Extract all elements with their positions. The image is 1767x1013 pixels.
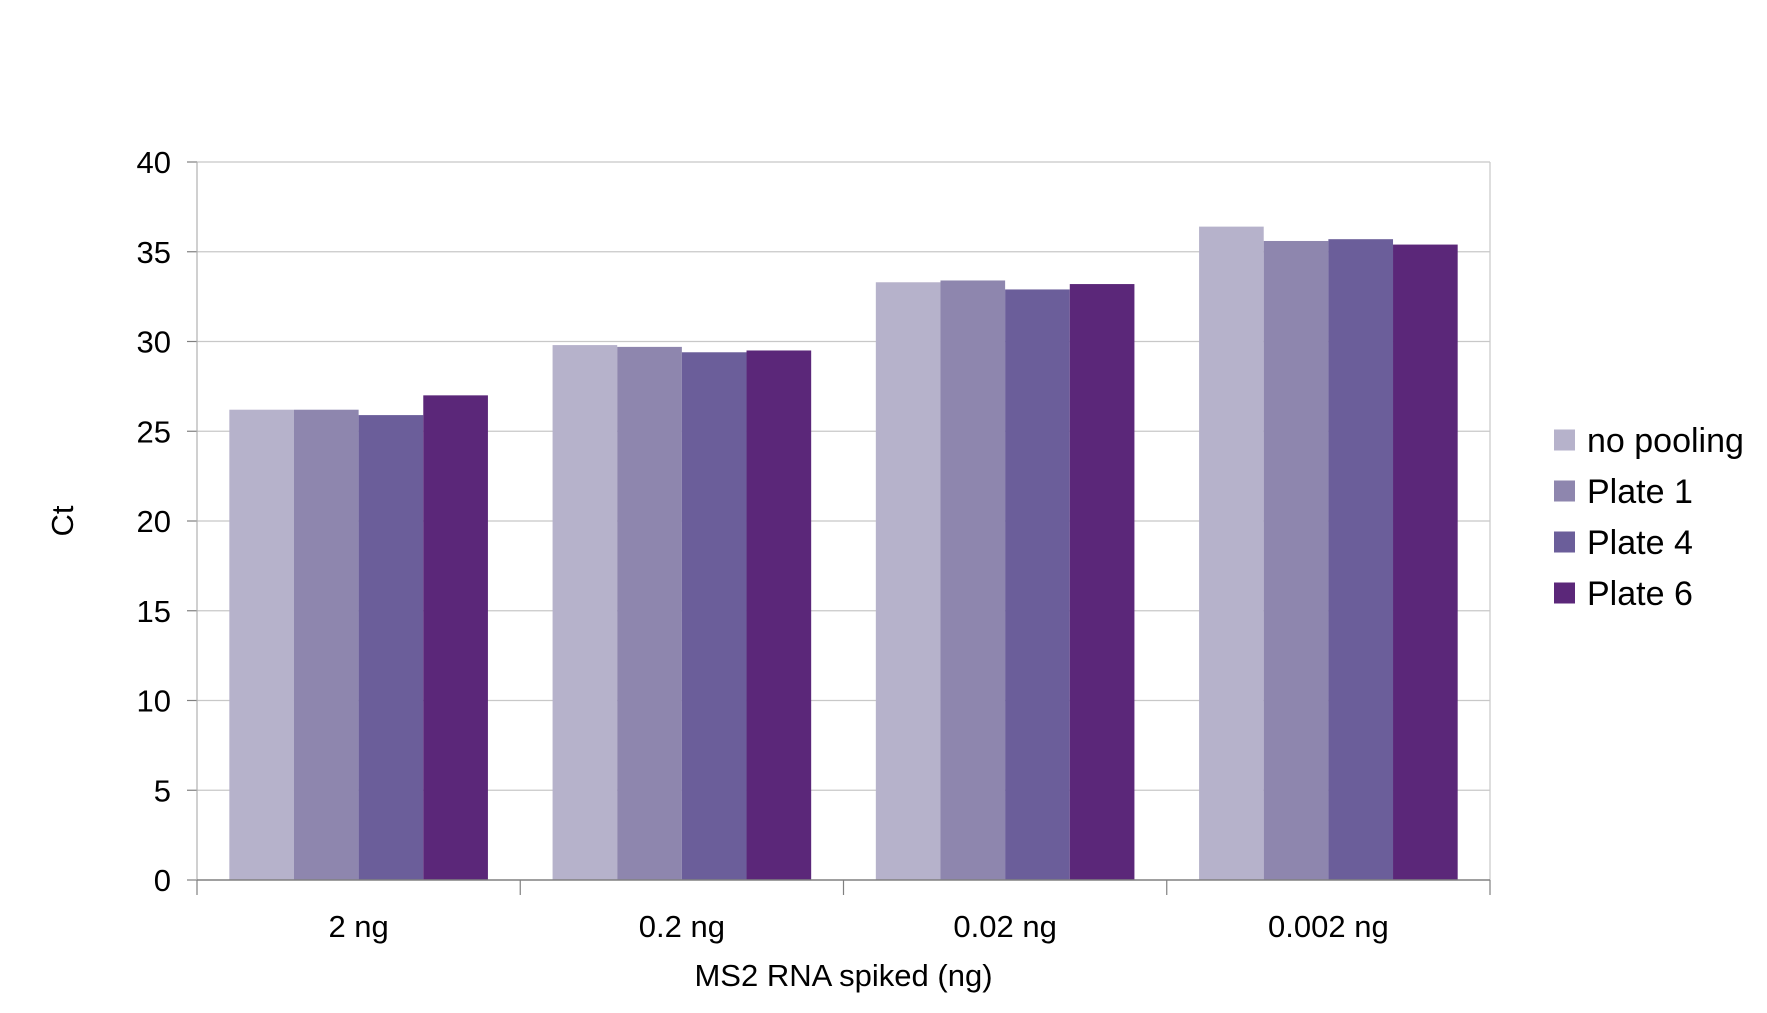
bar [1328, 239, 1394, 880]
axes [187, 161, 1491, 895]
legend-swatch [1554, 531, 1575, 553]
legend-label: no pooling [1587, 422, 1744, 460]
bar [875, 282, 941, 880]
legend-label: Plate 4 [1587, 524, 1693, 562]
y-tick-label: 0 [154, 863, 171, 898]
bar [358, 415, 424, 880]
y-tick-label: 10 [137, 684, 171, 719]
bar [1393, 244, 1458, 880]
bar [1263, 240, 1329, 881]
y-tick-label: 20 [137, 504, 171, 539]
tick-labels: 0 5 10 15 20 25 30 35 40 2 ng 0.2 ng 0.02 ng 0.002 n… [137, 145, 1389, 944]
bar [681, 352, 747, 880]
x-tick-label: 0.002 ng [1268, 909, 1389, 944]
bar [940, 280, 1006, 881]
legend-label: Plate 1 [1587, 473, 1693, 511]
bar [1069, 284, 1135, 880]
y-tick-label: 35 [137, 235, 171, 270]
y-tick-label: 5 [154, 773, 171, 808]
legend-swatch [1554, 582, 1575, 604]
x-axis-title: MS2 RNA spiked (ng) [694, 958, 992, 993]
y-tick-label: 25 [137, 414, 171, 449]
legend-swatch [1554, 480, 1575, 502]
bar [1199, 226, 1264, 880]
y-tick-label: 15 [137, 594, 171, 629]
x-tick-label: 2 ng [328, 909, 388, 944]
bar [552, 345, 618, 881]
x-tick-label: 0.2 ng [639, 909, 725, 944]
bars [229, 226, 1458, 881]
bar [229, 409, 294, 880]
legend: no pooling Plate 1 Plate 4 Plate 6 [1554, 422, 1744, 613]
legend-swatch [1554, 429, 1575, 451]
bar [423, 395, 488, 880]
y-axis-title: Ct [45, 505, 80, 536]
legend-label: Plate 6 [1587, 575, 1693, 613]
bar [617, 346, 682, 880]
bar [746, 350, 812, 881]
x-tick-label: 0.02 ng [953, 909, 1056, 944]
bar [293, 409, 359, 880]
y-tick-label: 30 [137, 325, 171, 360]
bar [1005, 289, 1070, 880]
y-tick-label: 40 [137, 145, 171, 180]
